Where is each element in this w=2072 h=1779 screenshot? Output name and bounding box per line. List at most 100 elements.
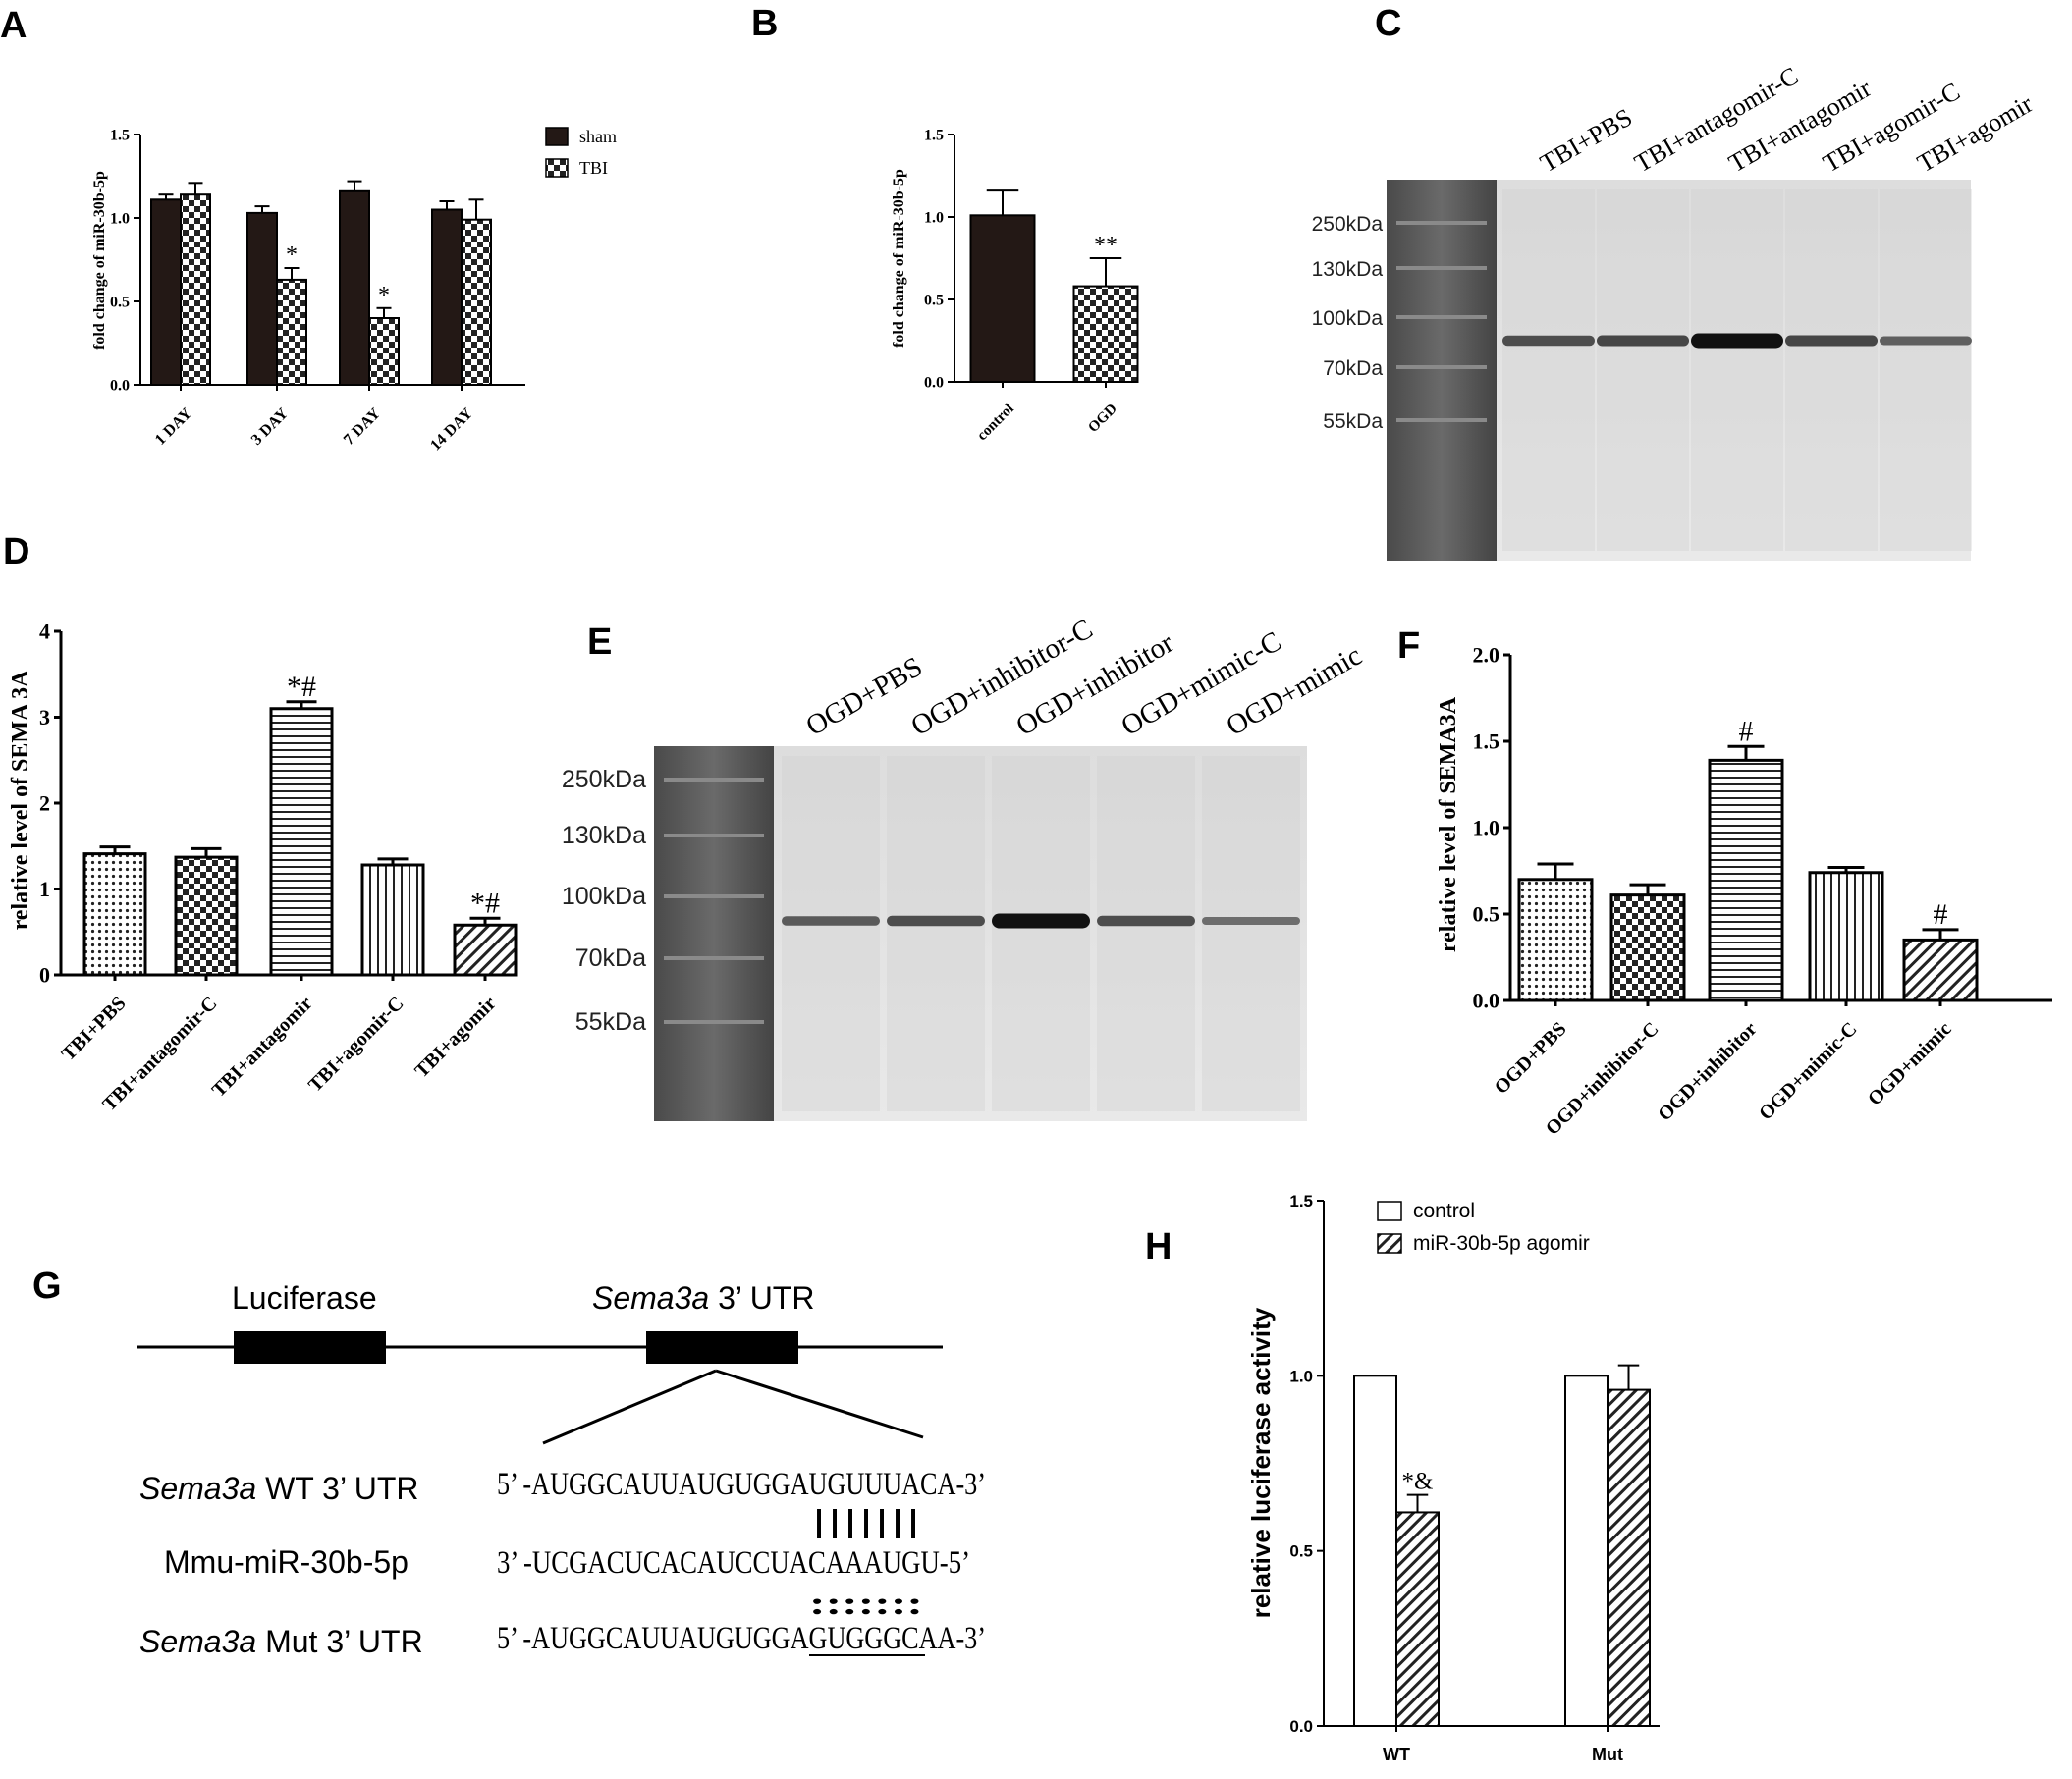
y-tick-label: 0.5 (1473, 902, 1500, 927)
y-tick-label: 1.0 (1289, 1367, 1313, 1385)
y-tick-label: 0.0 (110, 378, 130, 395)
bar (1708, 758, 1784, 1002)
lane-smear (887, 756, 985, 1111)
panel-label-b: B (751, 3, 778, 44)
bar (969, 214, 1036, 383)
y-tick-label: 0.5 (924, 293, 944, 309)
x-tick-label: 3 DAY (248, 404, 292, 448)
y-tick-label: 0.0 (1289, 1717, 1313, 1736)
protein-band (782, 916, 880, 926)
ladder-band (1396, 315, 1487, 319)
marker-label: 250kDa (1312, 213, 1384, 236)
bar (180, 193, 211, 386)
mirna-sequence: 3’ -UCGACUCACAUCCUACAAAUGU-5’ (497, 1545, 970, 1581)
significance-mark: *# (287, 671, 316, 703)
ladder-band (1396, 418, 1487, 422)
mutation-marks: ::::::: (809, 1587, 923, 1622)
x-tick-label: 14 DAY (427, 404, 476, 454)
y-tick-label: 1.5 (924, 128, 944, 144)
chart-a: 0.0 0.5 1.0 1.5 fold change of miR-30b-5p 1 D… (91, 127, 617, 454)
significance-mark: *& (1402, 1469, 1434, 1495)
y-tick-label: 0 (39, 963, 50, 988)
significance-mark: * (286, 243, 298, 268)
blots-layer: 250kDa 130kDa 100kDa 70kDa 55kDa TBI+PBSTBI+a… (562, 61, 2038, 1121)
panel-label-c: C (1375, 3, 1401, 44)
bar (174, 855, 239, 977)
ladder-band (664, 1020, 764, 1024)
pairing-marks: ||||||| (811, 1504, 921, 1539)
western-blot-c: 250kDa 130kDa 100kDa 70kDa 55kDa TBI+PBSTBI+a… (1312, 61, 2038, 561)
x-tick-label: TBI+PBS (58, 993, 131, 1065)
lane-label: OGD+PBS (801, 651, 928, 742)
marker-label: 70kDa (575, 944, 646, 972)
lane-smear (1785, 189, 1878, 551)
zoom-line-right (715, 1369, 924, 1439)
ladder-band (664, 894, 764, 898)
bar (431, 208, 463, 386)
y-tick-label: 2 (39, 791, 50, 816)
legend-label: TBI (579, 158, 608, 178)
x-tick-label: OGD (1085, 401, 1120, 436)
protein-band (1502, 335, 1595, 347)
y-tick-label: 2.0 (1473, 643, 1500, 668)
marker-label: 130kDa (1312, 258, 1384, 281)
lane-smear (1691, 189, 1783, 551)
wt-utr-label-italic: Sema3a (139, 1471, 256, 1506)
protein-band (1880, 336, 1972, 346)
protein-band (1597, 335, 1689, 347)
y-tick-label: 1.0 (924, 210, 944, 227)
lane-smear (1502, 189, 1595, 551)
y-tick-label: 0.0 (924, 375, 944, 392)
bar (339, 189, 370, 386)
y-tick-label: 1 (39, 877, 50, 901)
x-tick-label: control (974, 402, 1017, 445)
mut-utr-label-rest: Mut 3’ UTR (256, 1624, 423, 1659)
bar (453, 923, 518, 977)
x-tick-label: OGD+mimic-C (1755, 1018, 1861, 1124)
chart-f: 0.0 0.5 1.0 1.5 2.0 relative level of SEMA3A O… (1436, 643, 2052, 1140)
x-tick-label: Mut (1592, 1745, 1623, 1764)
bar (1902, 938, 1979, 1002)
zoom-line-left (542, 1369, 717, 1445)
x-tick-label: TBI+agomir-C (304, 993, 409, 1097)
lane-smear (782, 756, 880, 1111)
protein-band (1202, 917, 1300, 925)
y-tick-label: 3 (39, 705, 50, 729)
lane-smear (1097, 756, 1195, 1111)
significance-mark: * (378, 283, 390, 308)
bar (269, 707, 334, 977)
bar (1607, 1388, 1651, 1727)
marker-label: 70kDa (1323, 357, 1383, 380)
mirna-label: Mmu-miR-30b-5p (164, 1544, 409, 1580)
lane-label: TBI+antagomir-C (1630, 61, 1804, 178)
y-tick-label: 4 (39, 620, 50, 644)
utr-label-rest: 3’ UTR (709, 1280, 814, 1316)
significance-mark: ** (1094, 233, 1118, 258)
luciferase-construct-diagram: Luciferase Sema3a 3’ UTR Sema3a WT 3’ UT… (137, 1280, 986, 1659)
chart-b: 0.0 0.5 1.0 1.5 fold change of miR-30b-5p con… (891, 128, 1139, 445)
legend-swatch (1377, 1201, 1402, 1221)
y-tick-label: 1.0 (110, 211, 130, 228)
blot-ladder-lane (1387, 180, 1497, 561)
y-tick-label: 1.0 (1473, 816, 1500, 840)
mut-utr-label: Sema3a Mut 3’ UTR (139, 1624, 423, 1659)
lane-smear (1880, 189, 1972, 551)
panel-label-h: H (1145, 1226, 1172, 1267)
utr-box (646, 1331, 798, 1364)
wt-utr-label: Sema3a WT 3’ UTR (139, 1471, 419, 1506)
lane-label: OGD+inhibitor-C (906, 614, 1099, 742)
panel-label-d: D (3, 531, 29, 572)
chart-h: 0.0 0.5 1.0 1.5 relative luciferase activity… (1246, 1192, 1660, 1764)
wt-utr-label-rest: WT 3’ UTR (256, 1471, 418, 1506)
significance-mark: # (1934, 898, 1948, 931)
marker-label: 100kDa (562, 883, 646, 910)
western-blot-e: 250kDa 130kDa 100kDa 70kDa 55kDa OGD+PBSOGD+i… (562, 614, 1367, 1121)
y-axis-label: fold change of miR-30b-5p (91, 171, 108, 350)
bar (368, 317, 400, 386)
y-axis-label: relative level of SEMA 3A (8, 670, 33, 931)
ladder-band (1396, 221, 1487, 225)
luciferase-label: Luciferase (232, 1280, 377, 1316)
significance-mark: # (1739, 715, 1754, 747)
bar (360, 863, 425, 977)
